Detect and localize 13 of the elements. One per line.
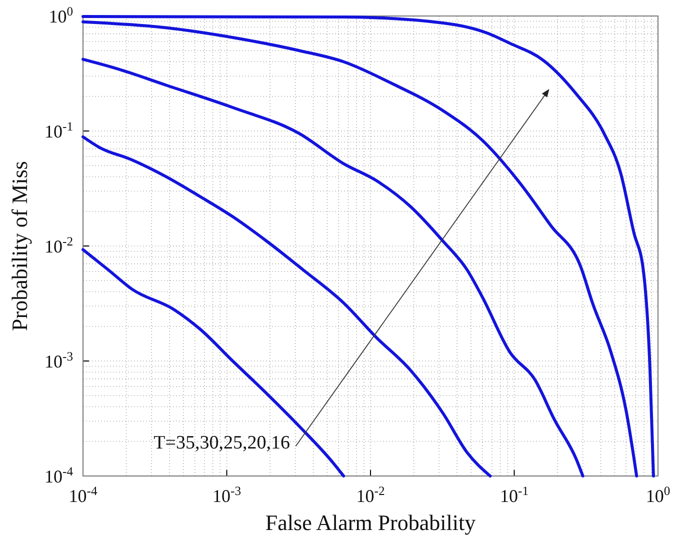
y-tick-label: 10$^{-1}$ bbox=[44, 119, 73, 142]
x-tick-label: 10$^{-1}$ bbox=[500, 484, 528, 506]
x-tick-label: 10$^{-3}$ bbox=[212, 484, 241, 506]
x-tick-label: 10$^{-2}$ bbox=[356, 484, 385, 506]
annotation: T=35,30,25,20,16 bbox=[154, 432, 290, 454]
y-tick-label: 10$^{-2}$ bbox=[44, 234, 73, 256]
y-tick-label: 10$^{-3}$ bbox=[44, 349, 73, 372]
x-tick-label: 10$^{0}$ bbox=[646, 484, 670, 506]
y-tick-label: 10$^{0}$ bbox=[48, 4, 73, 26]
y-tick-label: 10$^{-4}$ bbox=[44, 464, 74, 486]
y-axis-title: Probability of Miss bbox=[7, 161, 32, 331]
x-tick-label: 10$^{-4}$ bbox=[68, 484, 98, 506]
x-axis-title: False Alarm Probability bbox=[265, 510, 476, 535]
